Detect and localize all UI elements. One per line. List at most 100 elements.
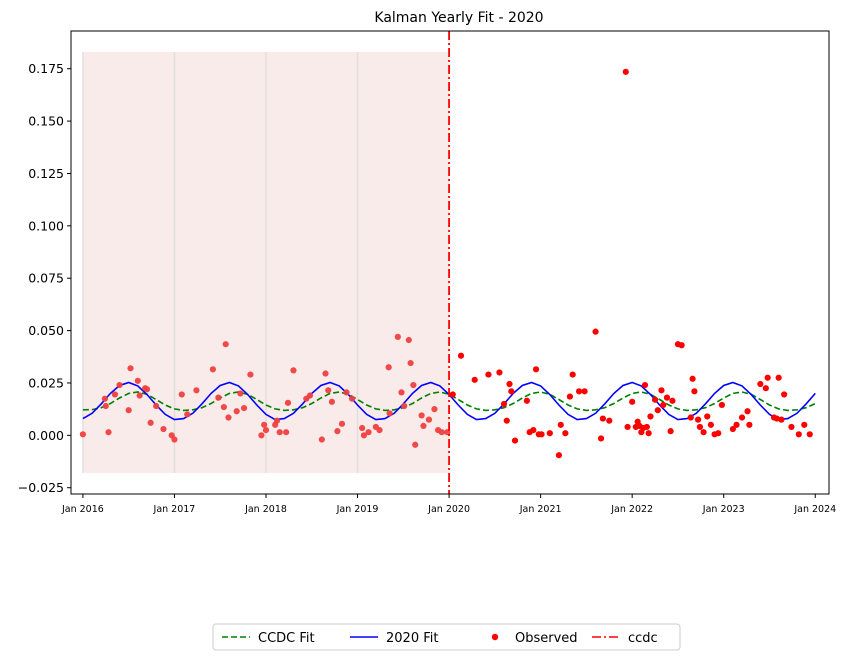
chart-title: Kalman Yearly Fit - 2020: [374, 10, 543, 26]
x-tick-label: Jan 2021: [519, 504, 562, 515]
observed-point: [359, 424, 366, 432]
legend-label: Observed: [515, 631, 578, 646]
observed-point: [557, 421, 564, 428]
observed-point: [360, 432, 368, 439]
observed-point: [691, 388, 698, 395]
observed-point: [376, 427, 383, 434]
observed-point: [102, 402, 109, 410]
observed-point: [645, 430, 652, 437]
observed-point: [401, 402, 408, 410]
observed-point: [412, 441, 419, 448]
observed-point: [193, 387, 200, 394]
observed-point: [733, 421, 740, 428]
observed-point: [136, 392, 143, 399]
observed-point: [506, 380, 513, 388]
observed-point: [718, 401, 725, 409]
observed-point: [687, 414, 694, 421]
observed-point: [511, 437, 519, 444]
observed-point: [700, 429, 707, 436]
observed-point: [143, 386, 151, 393]
x-tick-label: Jan 2016: [61, 504, 104, 515]
observed-point: [744, 408, 751, 415]
observed-point: [757, 380, 764, 388]
observed-point: [485, 371, 492, 378]
observed-point: [418, 412, 425, 419]
observed-point: [660, 401, 667, 409]
observed-point: [261, 421, 268, 428]
observed-point: [262, 427, 270, 434]
series-line-ccdc-fit: [82, 391, 816, 412]
observed-point: [386, 410, 393, 417]
y-tick-label: 0.075: [28, 271, 64, 286]
observed-point: [704, 413, 711, 420]
observed-point: [599, 415, 606, 422]
observed-point: [503, 417, 510, 424]
observed-point: [530, 427, 537, 434]
observed-point: [105, 429, 112, 436]
observed-point: [318, 436, 325, 443]
y-tick-label: 0.000: [28, 428, 64, 443]
observed-point: [647, 413, 654, 420]
plot-area: [79, 51, 816, 474]
observed-point: [678, 342, 685, 349]
observed-point: [643, 423, 650, 431]
observed-point: [606, 417, 613, 424]
observed-point: [233, 408, 240, 415]
legend: CCDC Fit 2020 Fit Observed ccdc: [212, 623, 681, 651]
observed-point: [220, 403, 227, 411]
observed-point: [669, 397, 676, 404]
observed-point: [629, 398, 636, 405]
x-tick-label: Jan 2022: [610, 504, 653, 515]
observed-point: [273, 417, 281, 424]
observed-point: [410, 381, 417, 389]
observed-point: [101, 395, 108, 402]
observed-point: [325, 387, 332, 394]
observed-point: [762, 385, 769, 392]
y-tick-label: 0.175: [28, 61, 64, 76]
observed-point: [641, 381, 649, 389]
observed-point: [284, 399, 292, 406]
observed-point: [696, 423, 704, 431]
observed-point: [111, 391, 119, 398]
observed-point: [569, 371, 576, 378]
observed-point: [431, 406, 438, 413]
observed-point: [707, 421, 715, 428]
observed-point: [322, 370, 329, 377]
observed-point: [532, 366, 540, 373]
observed-point: [328, 398, 336, 405]
observed-point: [394, 333, 401, 340]
x-tick-label: Jan 2020: [427, 504, 470, 515]
observed-point: [290, 367, 297, 374]
observed-point: [153, 402, 160, 410]
observed-point: [546, 430, 553, 437]
axes: −0.025 0.000 0.025 0.050 0.075 0.100 0.125 0.15…: [18, 30, 836, 515]
observed-point: [471, 376, 478, 383]
observed-point: [338, 420, 346, 427]
observed-point: [651, 396, 659, 403]
observed-point: [778, 416, 785, 423]
observed-point: [562, 430, 569, 437]
observed-point: [147, 419, 154, 426]
observed-point: [795, 431, 802, 438]
observed-point: [247, 371, 254, 378]
observed-point: [209, 366, 216, 373]
observed-point: [125, 407, 132, 414]
observed-point: [398, 389, 405, 396]
x-tick-label: Jan 2024: [793, 504, 836, 515]
observed-point: [496, 369, 503, 376]
observed-point: [806, 431, 813, 438]
observed-point: [764, 374, 771, 381]
observed-point: [801, 421, 808, 428]
observed-point: [343, 389, 350, 396]
observed-point: [425, 416, 433, 423]
observed-point: [788, 423, 795, 431]
legend-label: 2020 Fit: [386, 631, 438, 646]
observed-point: [715, 430, 722, 437]
observed-point: [365, 429, 372, 436]
y-tick-label: 0.050: [28, 323, 64, 338]
observed-point: [127, 365, 134, 372]
observed-point: [225, 414, 232, 421]
observed-point: [581, 388, 588, 395]
observed-point: [160, 425, 167, 433]
